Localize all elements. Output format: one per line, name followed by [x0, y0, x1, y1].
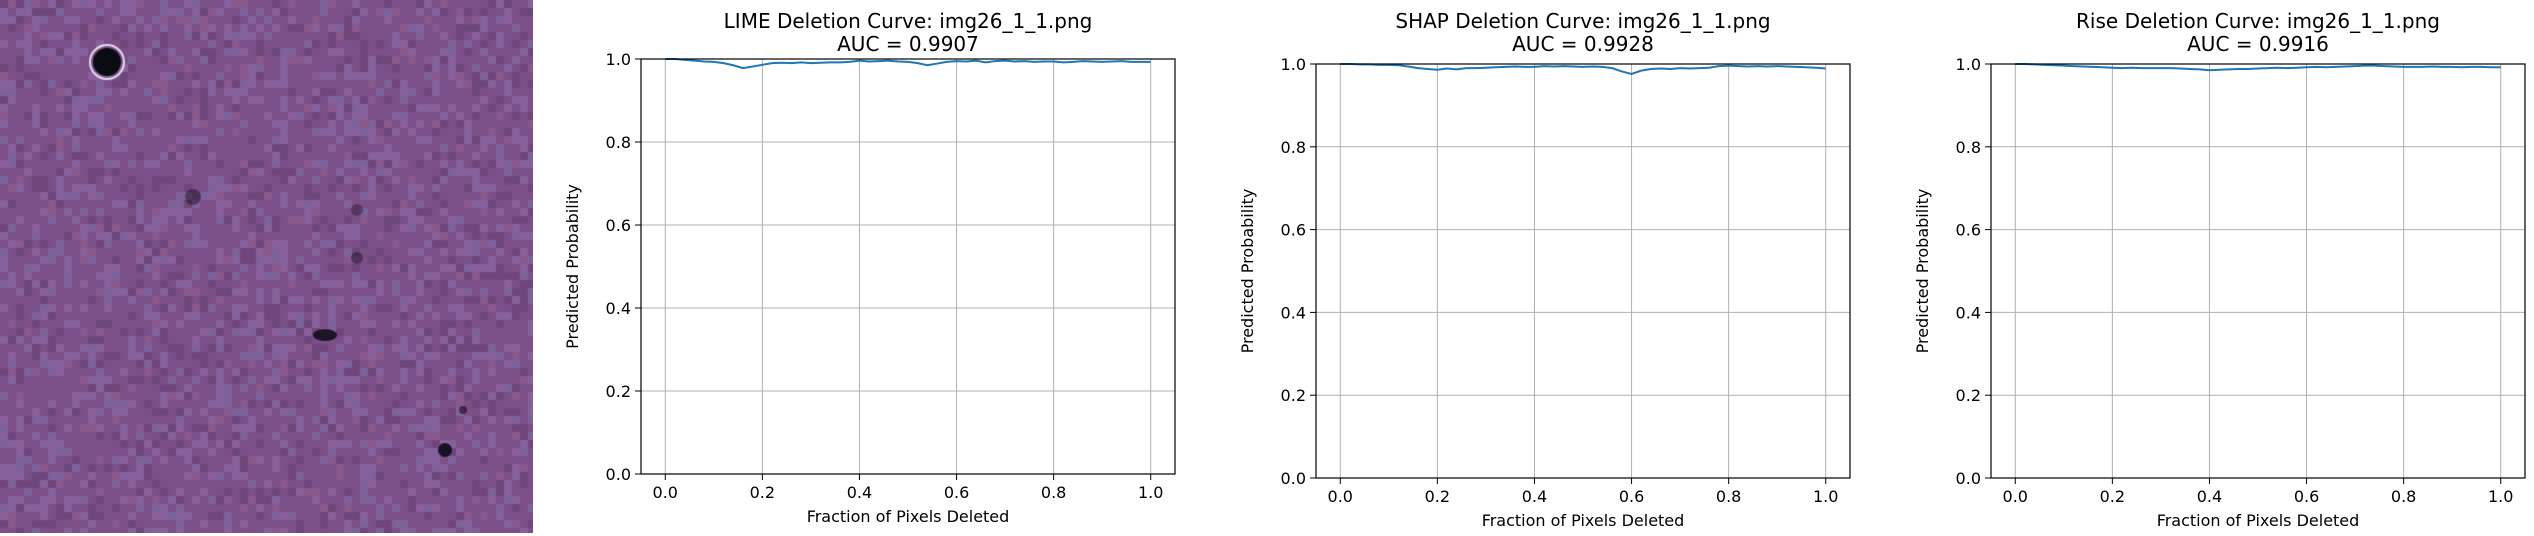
- plot-frame: [1315, 63, 1851, 479]
- y-tick-label: 0.2: [1281, 386, 1306, 405]
- x-tick-label: 0.4: [1522, 487, 1547, 506]
- y-tick-label: 0.4: [1281, 303, 1306, 322]
- plot-frame: [640, 58, 1176, 475]
- x-tick-label: 0.6: [2294, 487, 2319, 506]
- input-image: [0, 0, 533, 533]
- deletion-curve-line: [2015, 63, 2501, 72]
- x-tick-label: 0.2: [1425, 487, 1450, 506]
- x-axis-label: Fraction of Pixels Deleted: [1482, 511, 1685, 530]
- input-image-canvas: [0, 0, 533, 533]
- y-tick-label: 1.0: [1281, 55, 1306, 74]
- x-tick-label: 0.0: [1328, 487, 1353, 506]
- plot-frame: [1990, 63, 2526, 479]
- x-tick-label: 0.8: [1041, 483, 1066, 502]
- x-tick-label: 1.0: [2488, 487, 2513, 506]
- x-tick-label: 0.8: [2391, 487, 2416, 506]
- y-axis-label: Predicted Probability: [563, 184, 582, 349]
- x-tick-label: 0.6: [944, 483, 969, 502]
- y-axis-label: Predicted Probability: [1238, 189, 1257, 354]
- chart-subtitle: AUC = 0.9928: [1512, 32, 1654, 56]
- y-tick-label: 1.0: [1956, 55, 1981, 74]
- y-tick-label: 0.2: [606, 382, 631, 401]
- deletion-curve-line: [1340, 63, 1826, 75]
- x-axis-label: Fraction of Pixels Deleted: [807, 507, 1010, 526]
- x-tick-label: 0.6: [1619, 487, 1644, 506]
- chart-subtitle: AUC = 0.9916: [2187, 32, 2329, 56]
- y-tick-label: 0.0: [606, 465, 631, 484]
- deletion-curve-line: [665, 58, 1151, 70]
- y-tick-label: 0.8: [1281, 138, 1306, 157]
- y-tick-label: 0.2: [1956, 386, 1981, 405]
- x-tick-label: 0.8: [1716, 487, 1741, 506]
- y-tick-label: 0.6: [1281, 221, 1306, 240]
- chart-title: SHAP Deletion Curve: img26_1_1.png: [1395, 9, 1770, 33]
- y-tick-label: 0.6: [606, 216, 631, 235]
- y-tick-label: 0.8: [606, 133, 631, 152]
- y-tick-label: 0.0: [1956, 469, 1981, 488]
- chart-subtitle: AUC = 0.9907: [837, 32, 979, 56]
- x-tick-label: 0.4: [2197, 487, 2222, 506]
- y-tick-label: 0.8: [1956, 138, 1981, 157]
- chart-title: Rise Deletion Curve: img26_1_1.png: [2076, 9, 2440, 33]
- y-tick-label: 0.4: [1956, 303, 1981, 322]
- x-tick-label: 0.0: [653, 483, 678, 502]
- x-tick-label: 1.0: [1138, 483, 1163, 502]
- x-tick-label: 0.0: [2003, 487, 2028, 506]
- y-axis-label: Predicted Probability: [1913, 189, 1932, 354]
- x-tick-label: 0.2: [750, 483, 775, 502]
- y-tick-label: 0.6: [1956, 221, 1981, 240]
- x-axis-label: Fraction of Pixels Deleted: [2157, 511, 2360, 530]
- y-tick-label: 0.4: [606, 299, 631, 318]
- chart-title: LIME Deletion Curve: img26_1_1.png: [724, 9, 1093, 33]
- x-tick-label: 1.0: [1813, 487, 1838, 506]
- y-tick-label: 0.0: [1281, 469, 1306, 488]
- x-tick-label: 0.4: [847, 483, 872, 502]
- y-tick-label: 1.0: [606, 50, 631, 69]
- x-tick-label: 0.2: [2100, 487, 2125, 506]
